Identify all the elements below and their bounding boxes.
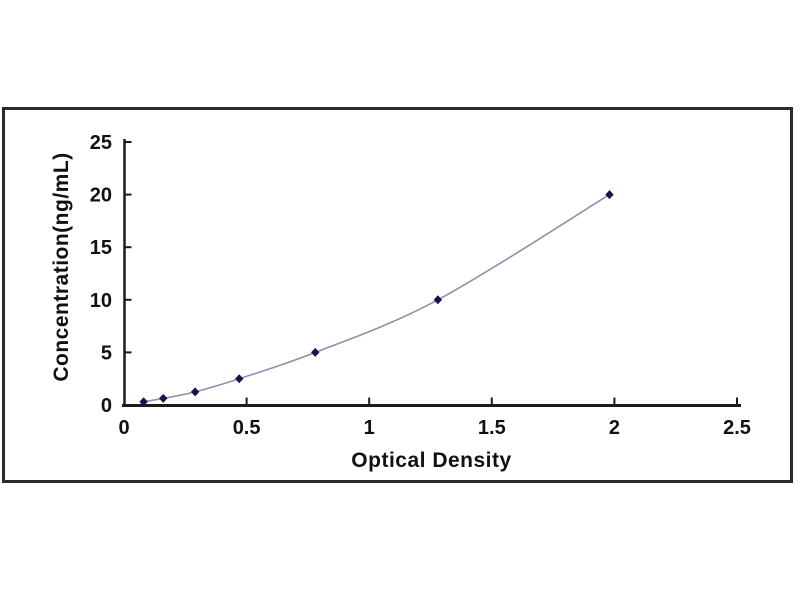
data-point-marker: [433, 295, 443, 305]
x-tick-label: 0: [118, 417, 129, 439]
x-tick-label: 2: [609, 417, 620, 439]
data-point-marker: [139, 397, 148, 407]
y-axis-title: Concentration(ng/mL): [50, 152, 73, 382]
y-tick-label: 25: [90, 132, 112, 154]
x-tick-label: 2.5: [723, 417, 751, 439]
data-point-marker: [159, 393, 168, 403]
standard-curve-line: [143, 193, 610, 403]
y-tick-label: 0: [101, 395, 112, 417]
data-point-marker: [605, 190, 614, 200]
chart-frame: [2, 107, 793, 483]
x-axis-title: Optical Density: [351, 449, 512, 472]
data-point-marker: [190, 387, 200, 397]
x-tick-label: 1.5: [478, 417, 506, 439]
y-tick-label: 5: [101, 342, 112, 364]
y-tick-label: 15: [90, 237, 112, 259]
y-tick-label: 20: [90, 185, 112, 207]
x-tick-label: 1: [364, 417, 375, 439]
data-point-marker: [311, 347, 320, 357]
data-point-marker: [235, 374, 244, 384]
x-tick-label: 0.5: [233, 417, 261, 439]
y-tick-label: 10: [90, 290, 112, 312]
